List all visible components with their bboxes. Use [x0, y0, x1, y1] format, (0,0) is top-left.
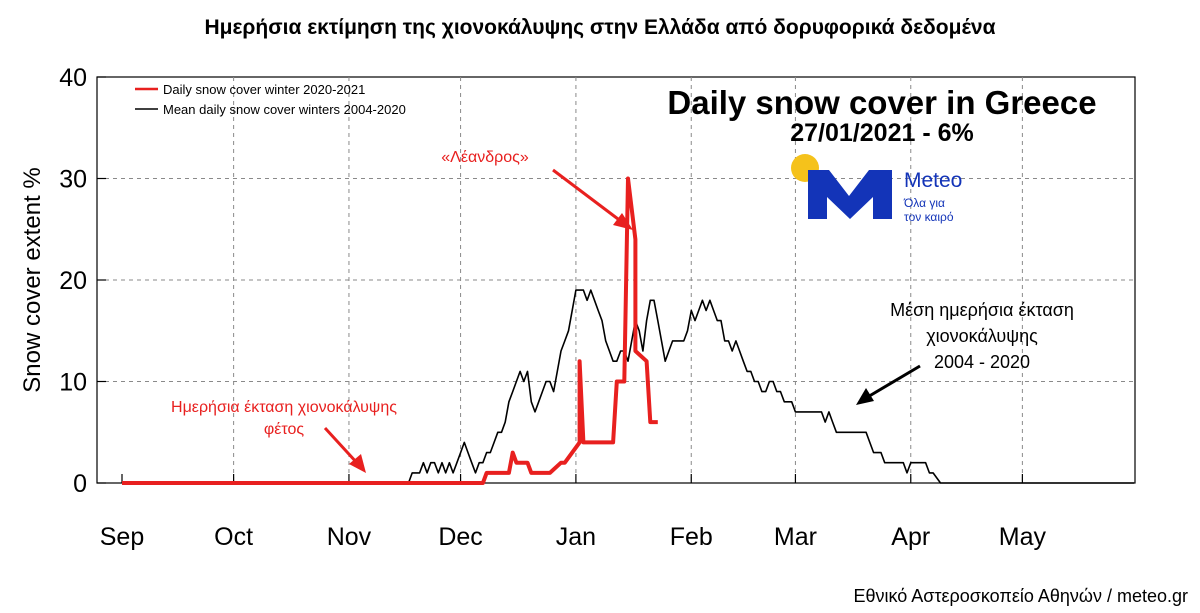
x-tick-label-sep: Sep — [100, 523, 144, 551]
y-tick-label-30: 30 — [59, 166, 87, 194]
x-tick-label-may: May — [999, 523, 1047, 551]
annotation-mean-line3: 2004 - 2020 — [934, 352, 1030, 372]
x-tick-label-nov: Nov — [327, 523, 372, 551]
y-tick-label-20: 20 — [59, 267, 87, 295]
legend-label-mean: Mean daily snow cover winters 2004-2020 — [163, 102, 406, 117]
logo-name: Meteo — [904, 169, 962, 192]
axis-ticks: 0 10 20 30 40 Sep Oct Nov Dec Jan Feb Mar Apr May — [59, 64, 1046, 551]
annotation-mean-line2: χιονοκάλυψης — [926, 326, 1038, 346]
y-tick-label-40: 40 — [59, 64, 87, 92]
annotation-mean-line1: Μέση ημερήσια έκταση — [890, 300, 1074, 320]
y-axis-label: Snow cover extent % — [19, 167, 46, 392]
y-tick-label-10: 10 — [59, 369, 87, 397]
logo-tagline-1: Όλα για — [903, 196, 945, 210]
annotation-storm-arrowhead — [613, 213, 633, 230]
annotation-current-line1: Ημερήσια έκταση χιονοκάλυψης — [171, 399, 397, 416]
annotation-current-arrow — [323, 426, 360, 466]
annotation-current-arrowhead — [349, 454, 366, 473]
x-tick-label-apr: Apr — [891, 523, 930, 551]
meteo-logo: Meteo Όλα για τον καιρό — [791, 154, 962, 224]
chart: 0 10 20 30 40 Sep Oct Nov Dec Jan Feb Mar Apr May Sno… — [19, 64, 1136, 551]
legend: Daily snow cover winter 2020-2021 Mean d… — [135, 82, 406, 117]
logo-tagline-2: τον καιρό — [904, 210, 954, 224]
x-tick-label-feb: Feb — [670, 523, 713, 551]
series-layer — [122, 176, 1134, 485]
x-tick-label-oct: Oct — [214, 523, 253, 551]
x-tick-label-jan: Jan — [556, 523, 596, 551]
annotation-current-line2: φέτος — [264, 421, 305, 438]
annotation-mean-arrow — [865, 364, 921, 400]
x-tick-label-mar: Mar — [774, 523, 817, 551]
legend-label-current: Daily snow cover winter 2020-2021 — [163, 82, 365, 97]
logo-m-icon — [808, 170, 892, 219]
x-tick-label-dec: Dec — [438, 523, 482, 551]
annotation-storm-arrow — [552, 168, 623, 224]
gridlines — [97, 77, 1134, 483]
page-title: Ημερήσια εκτίμηση της χιονοκάλυψης στην … — [204, 16, 996, 39]
annotation-storm: «Λέανδρος» — [441, 149, 529, 166]
series-line-current — [122, 176, 658, 485]
y-tick-label-0: 0 — [73, 470, 87, 498]
chart-subtitle: 27/01/2021 - 6% — [790, 119, 973, 147]
annotation-mean-arrowhead — [856, 388, 874, 405]
credit-text: Εθνικό Αστεροσκοπείο Αθηνών / meteo.gr — [853, 586, 1188, 606]
chart-title: Daily snow cover in Greece — [667, 84, 1096, 121]
